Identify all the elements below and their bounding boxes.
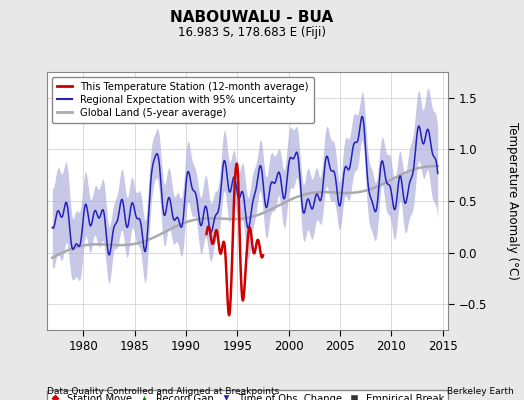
Legend: Station Move, Record Gap, Time of Obs. Change, Empirical Break: Station Move, Record Gap, Time of Obs. C…: [47, 390, 448, 400]
Text: Berkeley Earth: Berkeley Earth: [447, 387, 514, 396]
Text: 16.983 S, 178.683 E (Fiji): 16.983 S, 178.683 E (Fiji): [178, 26, 325, 39]
Text: NABOUWALU - BUA: NABOUWALU - BUA: [170, 10, 333, 25]
Text: Data Quality Controlled and Aligned at Breakpoints: Data Quality Controlled and Aligned at B…: [47, 387, 279, 396]
Y-axis label: Temperature Anomaly (°C): Temperature Anomaly (°C): [506, 122, 519, 280]
